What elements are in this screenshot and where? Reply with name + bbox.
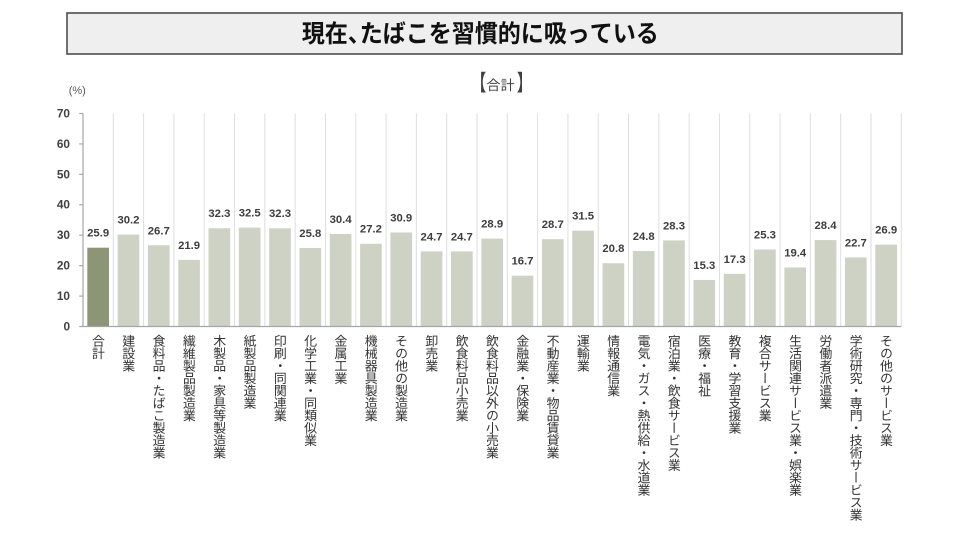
svg-text:30.9: 30.9 [390,212,412,224]
svg-text:(%): (%) [69,85,86,97]
svg-text:50: 50 [57,167,71,181]
svg-text:31.5: 31.5 [572,211,594,223]
svg-text:20.8: 20.8 [602,243,624,255]
svg-text:25.9: 25.9 [87,228,109,240]
svg-text:25.8: 25.8 [299,228,321,240]
svg-text:25.3: 25.3 [754,230,776,242]
svg-text:0: 0 [63,319,70,333]
svg-text:28.4: 28.4 [815,220,838,232]
svg-text:15.3: 15.3 [693,260,715,272]
svg-text:17.3: 17.3 [724,254,746,266]
svg-text:30: 30 [57,228,71,242]
svg-text:20: 20 [57,259,71,273]
svg-text:32.3: 32.3 [208,208,230,220]
svg-text:28.9: 28.9 [481,219,503,231]
svg-text:40: 40 [57,198,71,212]
svg-text:32.3: 32.3 [269,208,291,220]
svg-text:26.9: 26.9 [875,225,897,237]
svg-text:24.8: 24.8 [633,231,655,243]
svg-text:22.7: 22.7 [845,237,867,249]
svg-text:28.7: 28.7 [542,219,564,231]
svg-text:60: 60 [57,137,71,151]
svg-text:32.5: 32.5 [239,208,261,220]
svg-text:19.4: 19.4 [784,247,807,259]
svg-text:24.7: 24.7 [421,231,443,243]
svg-text:30.2: 30.2 [117,215,139,227]
svg-text:26.7: 26.7 [148,225,170,237]
svg-text:24.7: 24.7 [451,231,473,243]
svg-text:27.2: 27.2 [360,224,382,236]
svg-text:10: 10 [57,289,71,303]
svg-text:70: 70 [57,106,71,120]
svg-text:16.7: 16.7 [511,256,533,268]
svg-text:28.3: 28.3 [663,220,685,232]
svg-text:30.4: 30.4 [330,214,353,226]
svg-text:21.9: 21.9 [178,240,200,252]
